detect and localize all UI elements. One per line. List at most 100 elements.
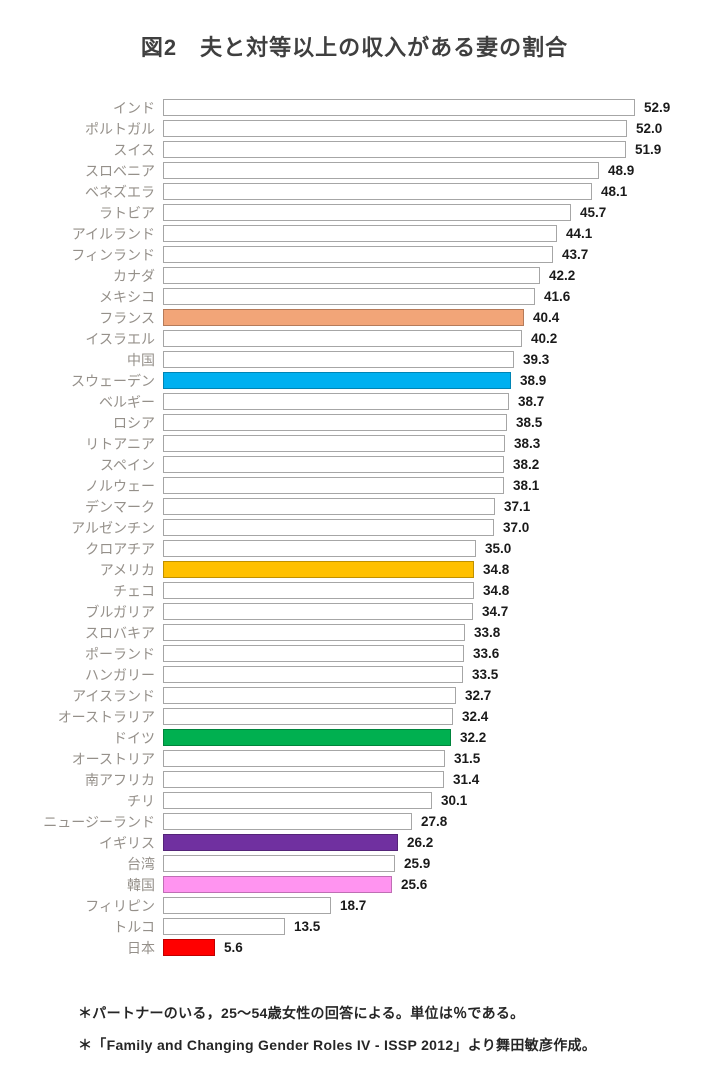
country-label: アイスランド [72, 687, 155, 704]
chart-row: ポーランド 33.6 [8, 645, 709, 662]
chart-row: フィリピン 18.7 [8, 897, 709, 914]
bar [163, 540, 476, 557]
value-label: 38.5 [516, 415, 543, 430]
chart-row: スイス 51.9 [8, 141, 709, 158]
bar [163, 309, 524, 326]
country-label: スウェーデン [71, 372, 155, 389]
chart-row: 韓国 25.6 [8, 876, 709, 893]
bar [163, 330, 522, 347]
country-label: ポルトガル [85, 120, 155, 137]
bar [163, 897, 331, 914]
value-label: 39.3 [523, 352, 550, 367]
country-label: アイルランド [71, 225, 155, 242]
chart-row: トルコ 13.5 [8, 918, 709, 935]
bar [163, 435, 505, 452]
bar [163, 267, 540, 284]
chart-row: チェコ 34.8 [8, 582, 709, 599]
value-label: 43.7 [562, 247, 589, 262]
value-label: 18.7 [340, 898, 367, 913]
bar [163, 456, 504, 473]
country-label: ラトビア [99, 204, 155, 221]
country-label: メキシコ [99, 288, 155, 305]
bar [163, 603, 473, 620]
value-label: 38.7 [518, 394, 545, 409]
value-label: 38.1 [513, 478, 540, 493]
country-label: スロバキア [85, 624, 155, 641]
chart-row: アイスランド 32.7 [8, 687, 709, 704]
bar [163, 246, 553, 263]
chart-row: ニュージーランド 27.8 [8, 813, 709, 830]
country-label: デンマーク [85, 498, 155, 515]
chart-row: 南アフリカ 31.4 [8, 771, 709, 788]
country-label: カナダ [113, 267, 155, 284]
chart-row: ハンガリー 33.5 [8, 666, 709, 683]
value-label: 32.4 [462, 709, 489, 724]
bar [163, 792, 432, 809]
country-label: イスラエル [85, 330, 155, 347]
chart-row: スロバキア 33.8 [8, 624, 709, 641]
country-label: 中国 [127, 351, 155, 368]
value-label: 48.1 [601, 184, 628, 199]
chart-row: ノルウェー 38.1 [8, 477, 709, 494]
chart-row: 台湾 25.9 [8, 855, 709, 872]
value-label: 37.0 [503, 520, 530, 535]
bar [163, 813, 412, 830]
country-label: ドイツ [113, 729, 155, 746]
chart-row: オーストラリア 32.4 [8, 708, 709, 725]
country-label: フィリピン [85, 897, 155, 914]
value-label: 37.1 [504, 499, 531, 514]
bar [163, 204, 571, 221]
bar [163, 225, 557, 242]
bar [163, 99, 635, 116]
chart-row: イギリス 26.2 [8, 834, 709, 851]
value-label: 33.5 [472, 667, 499, 682]
bar [163, 666, 463, 683]
bar [163, 708, 453, 725]
chart-row: オーストリア 31.5 [8, 750, 709, 767]
country-label: スイス [113, 141, 155, 158]
bar [163, 624, 465, 641]
bar [163, 729, 451, 746]
value-label: 38.2 [513, 457, 540, 472]
value-label: 25.9 [404, 856, 431, 871]
bar [163, 561, 474, 578]
country-label: ニュージーランド [43, 813, 155, 830]
country-label: ロシア [113, 414, 155, 431]
country-label: ベネズエラ [85, 183, 155, 200]
chart-row: ラトビア 45.7 [8, 204, 709, 221]
country-label: 韓国 [127, 876, 155, 893]
bar [163, 519, 494, 536]
value-label: 32.7 [465, 688, 492, 703]
value-label: 42.2 [549, 268, 576, 283]
value-label: 26.2 [407, 835, 434, 850]
country-label: イギリス [99, 834, 155, 851]
chart-row: イスラエル 40.2 [8, 330, 709, 347]
country-label: オーストリア [71, 750, 155, 767]
bar [163, 834, 398, 851]
country-label: アメリカ [99, 561, 155, 578]
value-label: 31.5 [454, 751, 481, 766]
value-label: 25.6 [401, 877, 428, 892]
chart-row: チリ 30.1 [8, 792, 709, 809]
country-label: 日本 [127, 939, 155, 956]
bar [163, 351, 514, 368]
country-label: ノルウェー [85, 477, 155, 494]
value-label: 5.6 [224, 940, 243, 955]
value-label: 38.9 [520, 373, 547, 388]
chart-row: 日本 5.6 [8, 939, 709, 956]
value-label: 40.2 [531, 331, 558, 346]
chart-row: 中国 39.3 [8, 351, 709, 368]
value-label: 51.9 [635, 142, 662, 157]
value-label: 33.8 [474, 625, 501, 640]
bar [163, 750, 445, 767]
chart-row: リトアニア 38.3 [8, 435, 709, 452]
chart-row: スウェーデン 38.9 [8, 372, 709, 389]
value-label: 33.6 [473, 646, 500, 661]
bar [163, 372, 511, 389]
chart-row: カナダ 42.2 [8, 267, 709, 284]
bar [163, 918, 285, 935]
country-label: スロベニア [85, 162, 155, 179]
bar [163, 771, 444, 788]
chart-row: ベネズエラ 48.1 [8, 183, 709, 200]
bar [163, 645, 464, 662]
